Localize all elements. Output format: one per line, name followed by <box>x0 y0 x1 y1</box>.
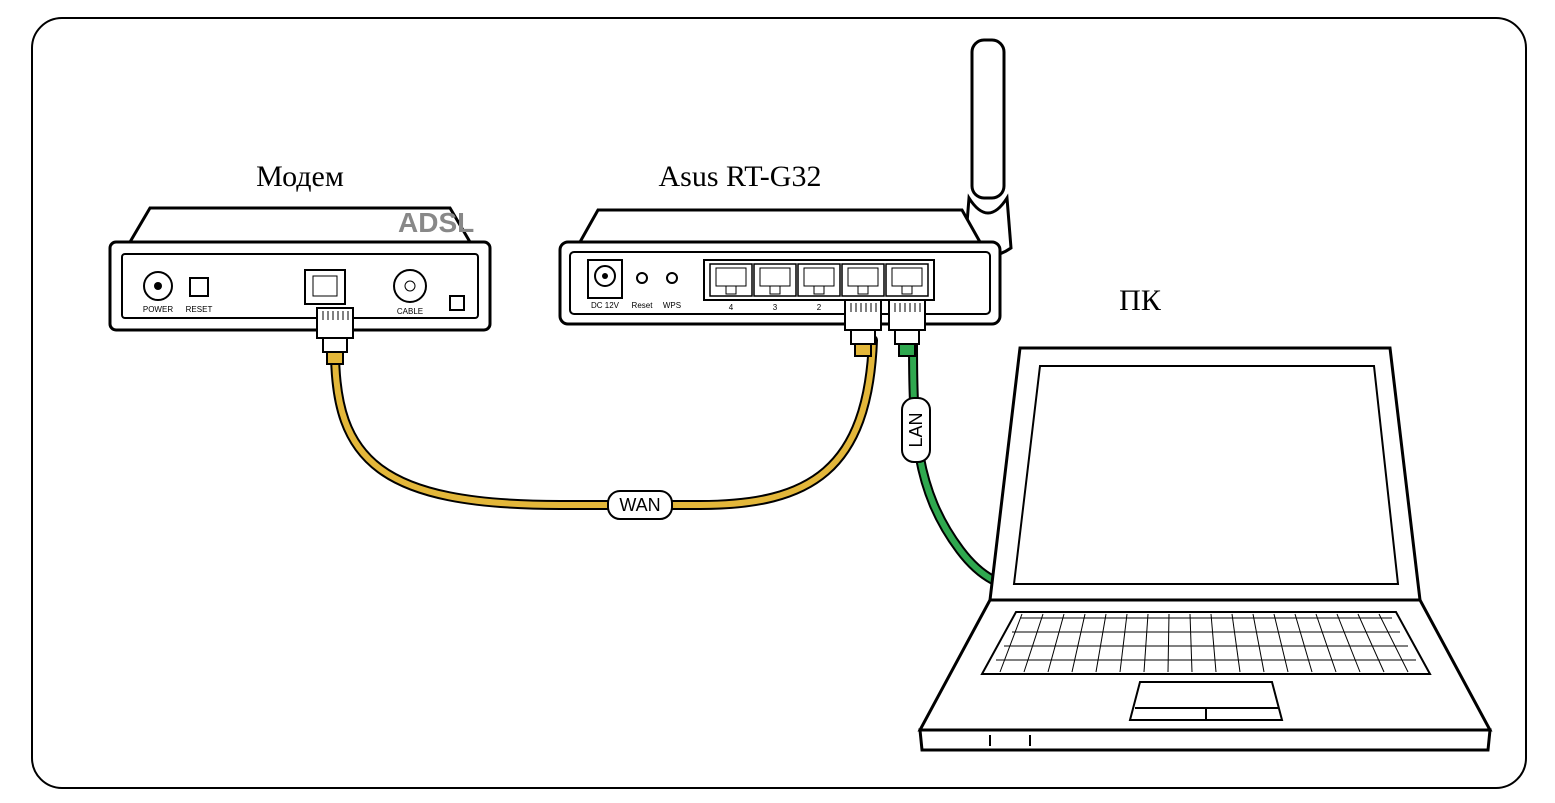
router-port-num-4: 4 <box>729 303 734 312</box>
laptop-keyboard <box>982 612 1430 674</box>
router-dc-label: DC 12V <box>591 301 620 310</box>
modem-wan-plug <box>317 308 353 364</box>
router-wps-label: WPS <box>663 301 681 310</box>
wan-cable <box>335 340 873 505</box>
modem-cable-label: CABLE <box>397 307 423 316</box>
modem-reset-label: RESET <box>186 305 213 314</box>
modem-label: Модем <box>256 160 344 193</box>
wan-badge: WAN <box>608 491 672 519</box>
router-wps-hole <box>667 273 677 283</box>
router-port-num-2: 2 <box>817 303 822 312</box>
modem-power-label: POWER <box>143 305 173 314</box>
wan-badge-text: WAN <box>619 495 660 515</box>
pc-label: ПК <box>1119 284 1162 317</box>
adsl-label: ADSL <box>398 207 474 238</box>
router-reset-label: Reset <box>632 301 654 310</box>
laptop-screen <box>1014 366 1398 584</box>
modem-device: POWERRESETLINECABLEADSL <box>110 207 490 330</box>
router-lan-plug <box>889 300 925 356</box>
lan-badge-text: LAN <box>906 412 926 447</box>
wan-cable-outline <box>335 340 873 505</box>
router-antenna <box>972 40 1004 198</box>
laptop-device <box>920 348 1490 750</box>
router-port-num-3: 3 <box>773 303 778 312</box>
lan-badge: LAN <box>902 398 930 462</box>
modem-reset-port <box>190 278 208 296</box>
router-label: Asus RT-G32 <box>659 160 822 193</box>
router-reset-hole <box>637 273 647 283</box>
